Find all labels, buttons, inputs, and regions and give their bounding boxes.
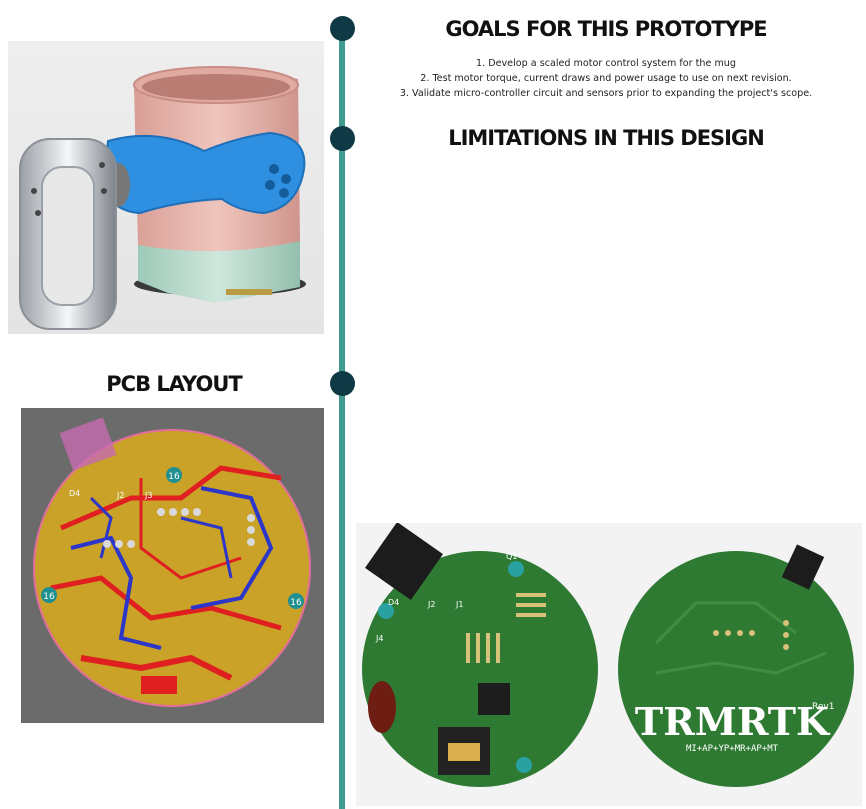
- board-rev-text: Rev1: [812, 702, 834, 712]
- photo-ref-q1: Q1: [506, 552, 517, 561]
- pcb-photo-illustration: D4 J2 J1 J4 Q1 TRMRTK MI+AP+YP+MR+AP+MT …: [362, 523, 854, 787]
- pcb-ref-j3: J3: [144, 491, 152, 500]
- goal-item-2: 2. Test motor torque, current draws and …: [420, 73, 792, 84]
- pcb-layout-image: 16 16 16 D4 J2 J3: [21, 408, 324, 723]
- pcb-ref-j2: J2: [116, 491, 124, 500]
- pcb-photo-image: D4 J2 J1 J4 Q1 TRMRTK MI+AP+YP+MR+AP+MT …: [356, 523, 862, 806]
- pcb-heading: PCB LAYOUT: [106, 372, 242, 396]
- pcb-ref-d4: D4: [69, 489, 80, 498]
- board-brand-text: TRMRTK: [635, 699, 831, 744]
- limitations-heading: LIMITATIONS IN THIS DESIGN: [448, 126, 765, 150]
- photo-ref-j4: J4: [375, 634, 383, 643]
- pcb-illustration: 16 16 16 D4 J2 J3: [33, 417, 311, 707]
- mug-illustration: [19, 66, 306, 330]
- photo-ref-d4: D4: [388, 598, 399, 607]
- pcb-marker-2: 16: [43, 592, 55, 602]
- board-sub-text: MI+AP+YP+MR+AP+MT: [686, 744, 779, 754]
- photo-ref-j1: J1: [455, 600, 463, 609]
- photo-ref-j2: J2: [427, 600, 435, 609]
- mug-render-image: [8, 41, 324, 334]
- goals-list: 1. Develop a scaled motor control system…: [396, 56, 816, 101]
- timeline-dot-pcb: [330, 371, 355, 396]
- goal-item-1: 1. Develop a scaled motor control system…: [476, 58, 736, 69]
- pcb-marker-1: 16: [168, 472, 180, 482]
- goal-item-3: 3. Validate micro-controller circuit and…: [399, 88, 813, 99]
- timeline-line: [339, 28, 345, 809]
- timeline-dot-goals: [330, 16, 355, 41]
- goals-heading: GOALS FOR THIS PROTOTYPE: [445, 17, 767, 41]
- timeline-dot-limitations: [330, 126, 355, 151]
- pcb-marker-3: 16: [290, 598, 302, 608]
